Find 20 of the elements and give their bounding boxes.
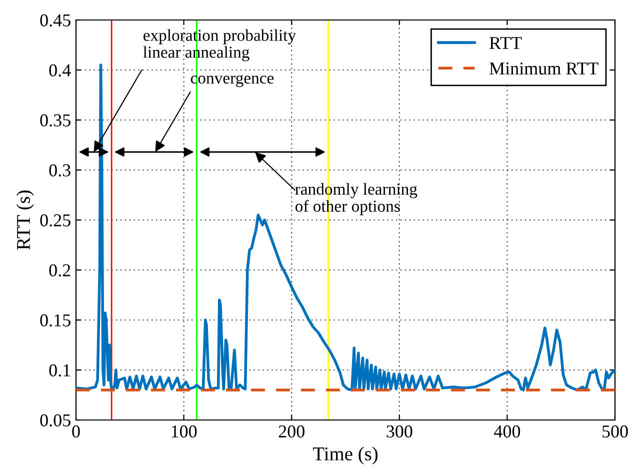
x-axis-title: Time (s) <box>312 446 378 464</box>
legend-label: Minimum RTT <box>490 62 598 75</box>
y-tick-label: 0.25 <box>40 214 70 227</box>
y-tick-label: 0.35 <box>40 114 70 127</box>
line-series <box>76 64 615 392</box>
x-tick-label: 0 <box>72 425 80 438</box>
x-tick-label: 400 <box>494 425 520 438</box>
y-tick-label: 0.3 <box>49 164 70 177</box>
y-tick-label: 0.05 <box>40 414 70 427</box>
y-tick-label: 0.4 <box>49 64 71 77</box>
x-tick-label: 500 <box>602 425 628 438</box>
x-tick-label: 100 <box>172 425 197 438</box>
x-tick-label: 300 <box>386 425 412 438</box>
y-tick-label: 0.15 <box>40 314 70 327</box>
legend-label: RTT <box>490 37 522 49</box>
y-axis-title: RTT (s) <box>16 190 34 250</box>
y-tick-label: 0.1 <box>49 364 70 377</box>
x-tick-label: 200 <box>278 425 304 438</box>
y-tick-label: 0.45 <box>40 14 70 27</box>
y-tick-label: 0.2 <box>49 264 70 277</box>
